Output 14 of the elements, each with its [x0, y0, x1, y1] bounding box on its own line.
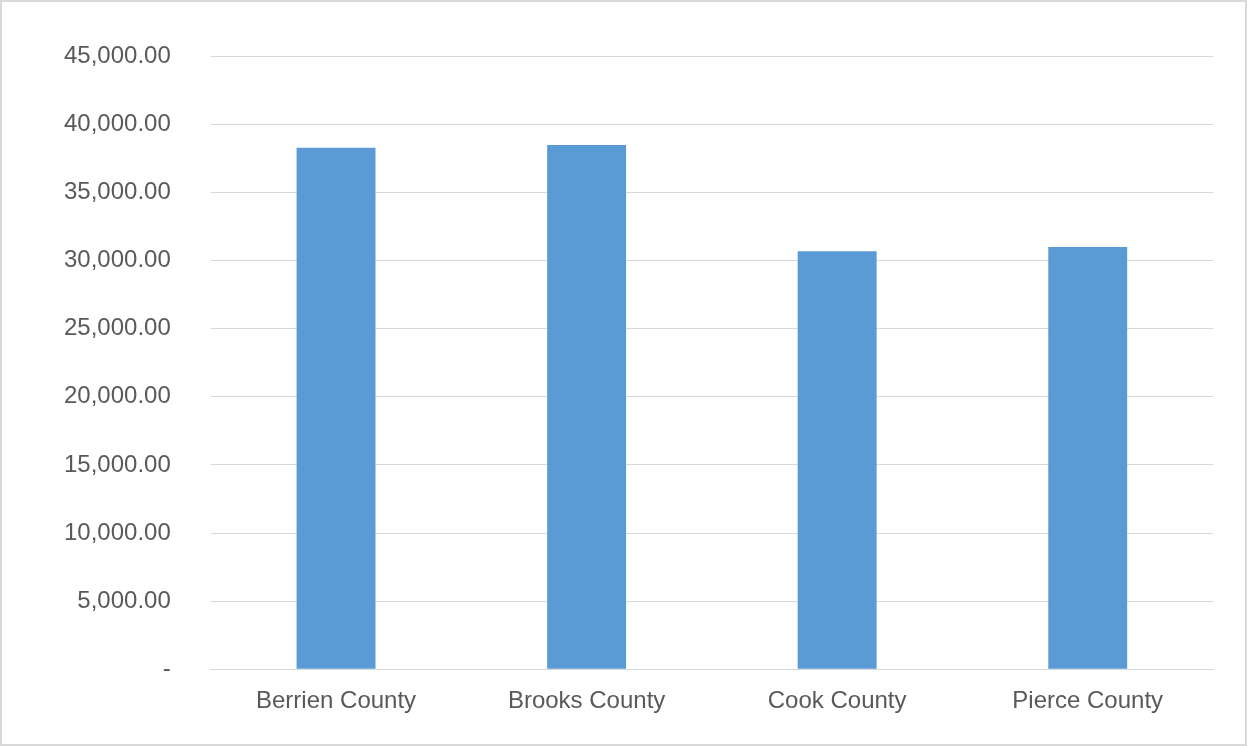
x-tick-label: Pierce County — [1012, 686, 1164, 714]
y-tick-label: 35,000.00 — [63, 177, 171, 205]
x-tick-label: Berrien County — [256, 686, 417, 714]
y-tick-label: 25,000.00 — [63, 313, 171, 341]
y-tick-label: - — [162, 653, 171, 681]
x-tick-label: Cook County — [767, 686, 907, 714]
y-tick-label: 40,000.00 — [63, 109, 171, 137]
y-tick-label: 10,000.00 — [63, 517, 171, 545]
y-tick-label: 30,000.00 — [63, 245, 171, 273]
x-tick-label: Brooks County — [507, 686, 666, 714]
y-tick-label: 20,000.00 — [63, 381, 171, 409]
y-tick-label: 15,000.00 — [63, 449, 171, 477]
y-tick-label: 45,000.00 — [63, 41, 171, 69]
y-tick-label: 5,000.00 — [77, 585, 171, 613]
